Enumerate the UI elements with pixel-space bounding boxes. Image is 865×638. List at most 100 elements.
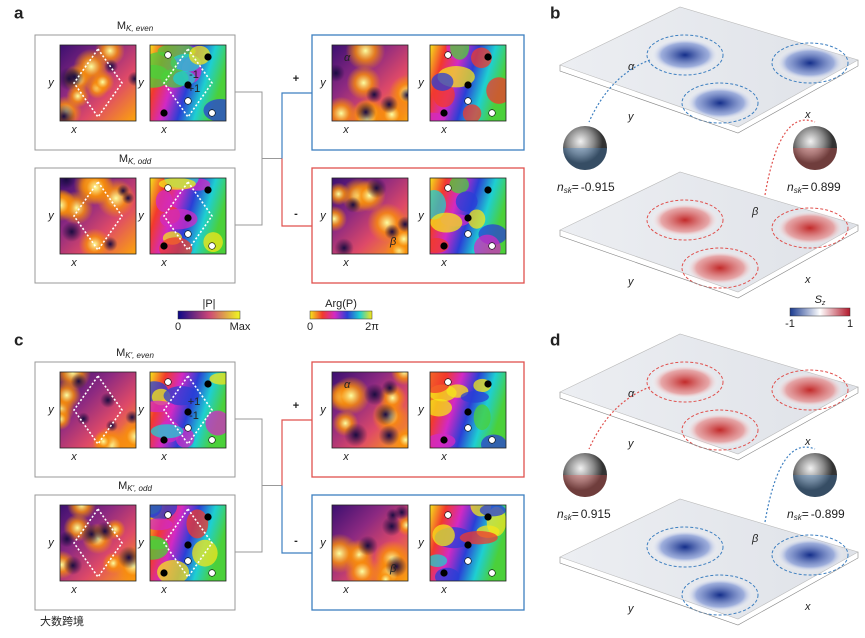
phase-region (435, 567, 460, 581)
group-title: MK, even (117, 20, 154, 33)
phase-region (205, 410, 226, 436)
map-frame (331, 371, 409, 449)
y-axis-label: y (47, 77, 55, 89)
x-axis-label: x (804, 274, 811, 286)
sz-sub: z (821, 300, 826, 307)
skyrmion (686, 413, 754, 447)
vortex-dot (488, 569, 496, 577)
map-frame (59, 44, 137, 122)
dark-spot (386, 508, 400, 522)
colorbar (789, 307, 851, 317)
x-axis-label: x (804, 109, 811, 121)
vortex-dot (440, 436, 448, 444)
skyrmion (651, 530, 719, 564)
branch-sign: + (293, 400, 299, 412)
dark-spot (125, 410, 136, 425)
phase-region (150, 400, 175, 413)
nsk-value: -0.899 (811, 507, 845, 521)
dark-spot (116, 184, 130, 198)
magnitude-map: y x α (319, 371, 409, 463)
sz-main: S (815, 294, 823, 306)
phase-map: y x +1 -1 (137, 371, 227, 463)
map-body (430, 45, 506, 121)
hot-spot (90, 70, 115, 94)
dark-spot (334, 238, 354, 254)
skyrmion (686, 86, 754, 120)
title-main: M (116, 347, 125, 359)
map-frame (429, 371, 507, 449)
y-axis-label: y (417, 537, 425, 549)
y-axis-label: y (627, 603, 635, 615)
branch (281, 485, 312, 554)
y-axis-label: y (137, 537, 145, 549)
phase-region (163, 386, 200, 406)
map-frame (59, 177, 137, 255)
dark-spot (60, 104, 76, 121)
layer-edge (559, 552, 859, 626)
vortex-dot (440, 569, 448, 577)
title-sub: K', even (125, 351, 154, 360)
phase-region (430, 372, 451, 394)
phase-region (462, 104, 482, 121)
y-axis-label: y (47, 210, 55, 222)
map-body (332, 372, 408, 448)
map-body (332, 45, 408, 121)
vortex-dot (164, 378, 172, 386)
magnitude-map: y x β (319, 177, 409, 269)
vortex-dot (464, 97, 472, 105)
y-axis-label: y (319, 404, 327, 416)
dark-spot (344, 423, 368, 447)
dark-spot (381, 516, 402, 537)
branch-sign: + (293, 73, 299, 85)
x-axis-label: x (70, 124, 77, 136)
charge-label: +1 (188, 396, 201, 408)
phase-region (479, 505, 506, 517)
hot-spot (332, 533, 360, 574)
state-label: β (751, 206, 759, 218)
vortex-dot (444, 378, 452, 386)
y-axis-label: y (137, 210, 145, 222)
dark-spot (381, 379, 398, 396)
phase-region (430, 212, 463, 233)
vortex-dot (204, 380, 212, 388)
phase-map: yx (417, 44, 507, 136)
skyrmion-sphere (563, 126, 607, 170)
y-axis-label: y (627, 438, 635, 450)
skyrmion-ring (681, 247, 759, 289)
phase-region (468, 209, 486, 229)
branch (281, 92, 312, 159)
phase-region (159, 208, 198, 230)
vortex-dot (464, 424, 472, 432)
map-frame (429, 177, 507, 255)
branch-sign: - (294, 535, 298, 547)
phase-map: yx (417, 504, 507, 596)
vortex-dot (160, 242, 168, 250)
phase-map: yx (417, 371, 507, 463)
layer-edge (559, 60, 859, 134)
output-box (311, 494, 525, 611)
nsk-symbol: n (557, 180, 564, 194)
dark-spot (60, 530, 76, 548)
map-body (332, 505, 408, 581)
branch-sign: - (294, 208, 298, 220)
skyrmion (776, 46, 844, 80)
phase-region (450, 45, 470, 60)
phase-region (430, 189, 447, 220)
vortex-dot (484, 513, 492, 521)
dark-spot (397, 216, 408, 233)
y-axis-label: y (627, 276, 635, 288)
vortex-dot (444, 51, 452, 59)
phase-region (471, 47, 492, 69)
title-sub: K, even (126, 24, 154, 33)
nsk-value: 0.899 (811, 180, 841, 194)
hot-spot (345, 45, 386, 71)
dark-spot (127, 71, 136, 87)
map-frame (149, 177, 227, 255)
magnitude-map: yx (47, 177, 137, 269)
watermark: 大数跨境 (40, 614, 84, 628)
nsk-symbol: n (557, 507, 564, 521)
vortex-dot (208, 109, 216, 117)
vortex-dot (208, 436, 216, 444)
phase-map: yx (137, 177, 227, 269)
y-axis-label: y (319, 210, 327, 222)
